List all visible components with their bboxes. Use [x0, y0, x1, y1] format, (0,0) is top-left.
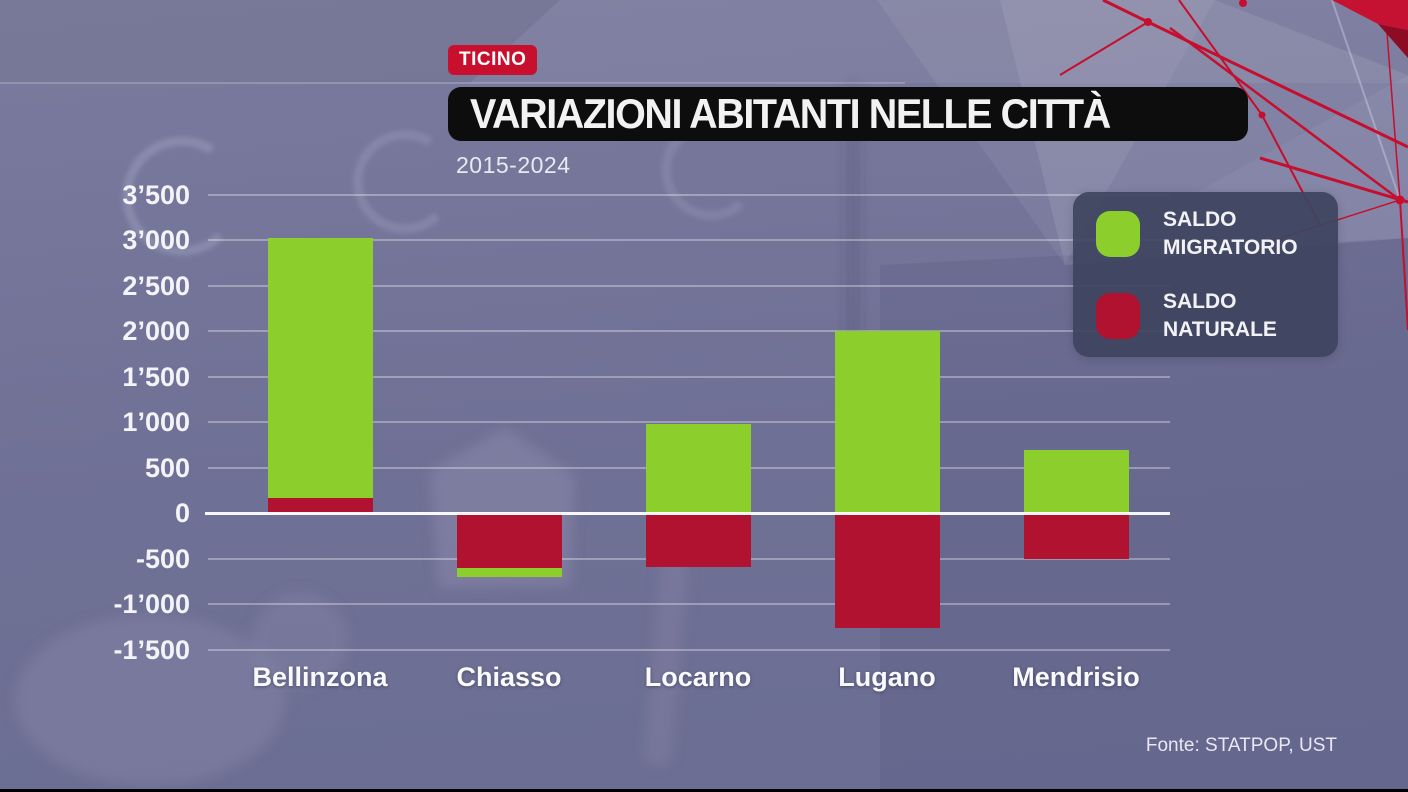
y-axis-tick-label: -1’000 — [113, 589, 190, 619]
bottom-edge — [0, 789, 1408, 792]
y-axis-tick-label: 1’500 — [122, 361, 190, 392]
legend-item-saldo-migratorio: SALDO MIGRATORIO — [1096, 206, 1324, 262]
x-axis-label-chiasso: Chiasso — [456, 662, 562, 692]
legend-swatch-naturale — [1096, 292, 1140, 339]
gridline — [208, 239, 1170, 241]
bar-segment-saldo-naturale-chiasso — [456, 513, 562, 569]
y-axis-tick-label: 500 — [144, 452, 190, 483]
x-axis-label-lugano: Lugano — [838, 662, 936, 692]
bar-segment-saldo-migratorio-lugano — [834, 331, 940, 513]
y-axis-tick-label: -1’500 — [113, 634, 190, 665]
bar-segment-saldo-migratorio-chiasso — [456, 568, 562, 578]
region-badge: TICINO — [448, 45, 538, 75]
y-axis-tick-label: 3’500 — [122, 179, 190, 210]
bar-segment-saldo-naturale-mendrisio — [1023, 513, 1129, 559]
red-gem-icon — [1332, 0, 1408, 30]
zero-axis-line — [205, 511, 1170, 515]
gridline — [208, 375, 1170, 378]
gridline — [208, 284, 1170, 287]
y-axis-tick-label: 2’000 — [122, 316, 190, 346]
bar-segment-saldo-naturale-locarno — [645, 513, 751, 567]
bar-segment-saldo-migratorio-bellinzona — [267, 238, 373, 498]
red-network-graphic — [1059, 0, 1408, 331]
x-axis-label-mendrisio: Mendrisio — [1012, 662, 1140, 692]
key-hooks-icon — [122, 120, 744, 256]
y-axis-tick-label: -500 — [135, 543, 190, 574]
y-axis-tick-label: 2’500 — [122, 270, 190, 301]
gridline — [208, 603, 1170, 605]
legend-label-naturale: SALDO NATURALE — [1163, 289, 1277, 341]
page-title: VARIAZIONI ABITANTI NELLE CITTÀ — [470, 90, 1111, 137]
legend-label-migratorio: SALDO MIGRATORIO — [1163, 207, 1298, 259]
y-axis-tick-label: 0 — [174, 498, 190, 528]
bar-segment-saldo-naturale-bellinzona — [267, 497, 373, 513]
bar-segment-saldo-naturale-lugano — [834, 513, 940, 629]
gridline — [208, 421, 1170, 423]
shelf-band — [0, 0, 1408, 84]
period-label: 2015-2024 — [456, 152, 571, 178]
legend-item-saldo-naturale: SALDO NATURALE — [1096, 288, 1324, 344]
legend-swatch-migratorio — [1096, 210, 1140, 257]
x-axis-label-bellinzona: Bellinzona — [252, 662, 388, 692]
chart-legend: SALDO MIGRATORIO SALDO NATURALE — [1073, 192, 1338, 357]
y-axis-tick-label: 3’000 — [122, 225, 190, 255]
y-axis-tick-label: 1’000 — [122, 407, 190, 437]
gridline — [208, 193, 1170, 196]
x-axis-label-locarno: Locarno — [644, 662, 752, 692]
source-label: Fonte: STATPOP, UST — [1145, 735, 1337, 756]
bar-segment-saldo-migratorio-mendrisio — [1023, 450, 1129, 513]
bar-segment-saldo-migratorio-locarno — [645, 423, 751, 513]
gridline — [208, 648, 1170, 651]
gridline — [208, 330, 1170, 332]
title-bar: VARIAZIONI ABITANTI NELLE CITTÀ — [448, 87, 1248, 141]
